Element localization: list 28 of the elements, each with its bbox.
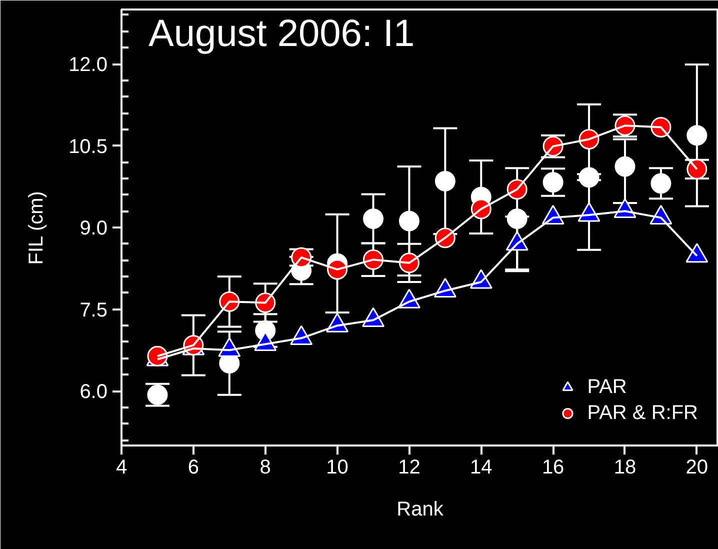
- y-tick-label: 7.5: [80, 299, 108, 322]
- point: [434, 170, 456, 192]
- x-tick-label: 10: [326, 456, 348, 478]
- x-tick-label: 8: [260, 456, 271, 478]
- x-tick-label: 16: [542, 456, 564, 478]
- y-axis-title: FIL (cm): [26, 191, 48, 265]
- x-tick-label: 18: [614, 456, 636, 478]
- point: [578, 167, 600, 188]
- x-tick-label: 14: [470, 456, 492, 478]
- point: [650, 173, 672, 194]
- point: [614, 156, 636, 177]
- y-tick-label: 9.0: [80, 218, 108, 240]
- x-axis-title: Rank: [396, 498, 444, 520]
- y-tick-label: 12.0: [68, 54, 108, 76]
- point: [362, 208, 384, 230]
- x-tick-label: 12: [398, 456, 420, 478]
- point: [686, 125, 708, 146]
- x-tick-label: 6: [188, 456, 199, 478]
- x-tick-label: 20: [686, 456, 708, 478]
- point: [506, 208, 528, 230]
- y-tick-label: 6.0: [80, 381, 108, 403]
- legend-label: PAR & R:FR: [587, 402, 698, 424]
- y-tick-label: 10.5: [68, 136, 108, 158]
- legend-label: PAR: [587, 376, 627, 398]
- x-tick-label: 4: [116, 456, 128, 478]
- point: [398, 210, 420, 232]
- chart-title: August 2006: I1: [148, 13, 415, 56]
- point: [542, 172, 564, 192]
